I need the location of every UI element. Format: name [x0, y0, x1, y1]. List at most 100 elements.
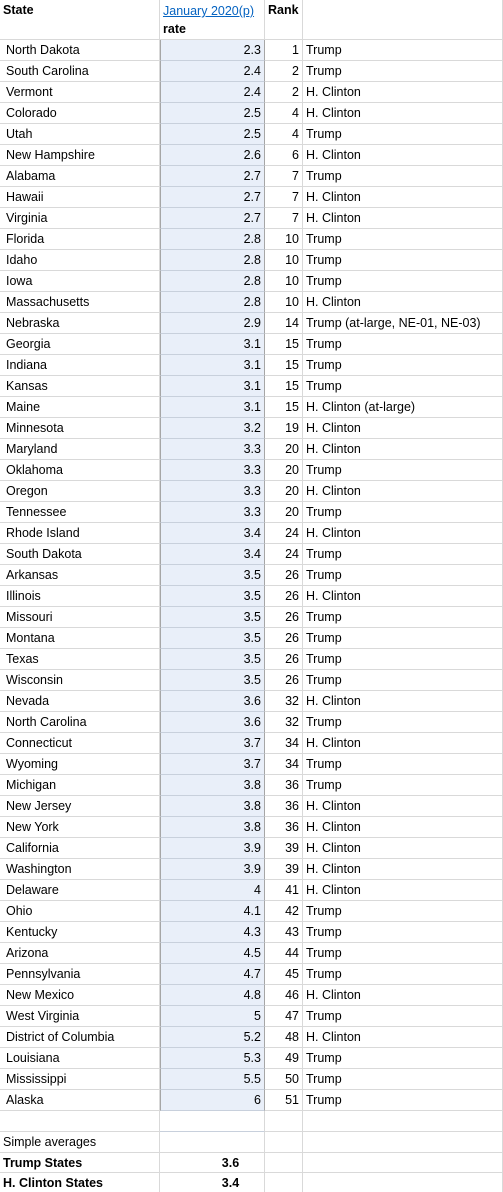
average-label: Trump States — [0, 1153, 160, 1173]
blank-cell — [160, 1111, 265, 1132]
rate-value: 3.8 — [160, 796, 265, 817]
state-name: Illinois — [0, 586, 160, 607]
state-name: Wisconsin — [0, 670, 160, 691]
state-name: Texas — [0, 649, 160, 670]
state-name: Louisiana — [0, 1048, 160, 1069]
blank-cell — [265, 1132, 303, 1153]
rank-value: 46 — [265, 985, 303, 1006]
rate-value: 2.3 — [160, 40, 265, 61]
header-rank: Rank — [265, 0, 303, 40]
rate-value: 2.5 — [160, 124, 265, 145]
rate-value: 2.8 — [160, 292, 265, 313]
state-name: Hawaii — [0, 187, 160, 208]
rank-value: 24 — [265, 544, 303, 565]
rate-value: 3.1 — [160, 334, 265, 355]
state-name: Colorado — [0, 103, 160, 124]
winner: H. Clinton — [303, 103, 503, 124]
rate-value: 5 — [160, 1006, 265, 1027]
winner: Trump — [303, 754, 503, 775]
winner: Trump — [303, 544, 503, 565]
winner: H. Clinton — [303, 733, 503, 754]
winner: Trump — [303, 166, 503, 187]
state-name: Florida — [0, 229, 160, 250]
state-name: Mississippi — [0, 1069, 160, 1090]
state-name: Iowa — [0, 271, 160, 292]
rank-value: 42 — [265, 901, 303, 922]
winner: Trump — [303, 649, 503, 670]
rank-value: 20 — [265, 439, 303, 460]
rank-value: 26 — [265, 586, 303, 607]
rate-value: 3.3 — [160, 481, 265, 502]
rank-value: 14 — [265, 313, 303, 334]
winner: Trump — [303, 334, 503, 355]
state-name: Virginia — [0, 208, 160, 229]
rank-value: 20 — [265, 502, 303, 523]
rank-value: 48 — [265, 1027, 303, 1048]
rank-value: 7 — [265, 187, 303, 208]
winner: Trump — [303, 607, 503, 628]
state-name: Maine — [0, 397, 160, 418]
winner: Trump — [303, 628, 503, 649]
rank-value: 26 — [265, 565, 303, 586]
winner: H. Clinton — [303, 691, 503, 712]
rank-value: 26 — [265, 670, 303, 691]
rank-value: 15 — [265, 334, 303, 355]
rank-value: 7 — [265, 208, 303, 229]
header-rate-top: January 2020(p) — [160, 0, 265, 20]
rank-value: 10 — [265, 250, 303, 271]
state-name: Washington — [0, 859, 160, 880]
state-name: Utah — [0, 124, 160, 145]
state-name: Ohio — [0, 901, 160, 922]
winner: Trump — [303, 124, 503, 145]
state-name: Kentucky — [0, 922, 160, 943]
winner: Trump — [303, 250, 503, 271]
state-name: Nebraska — [0, 313, 160, 334]
winner: Trump — [303, 712, 503, 733]
average-label: H. Clinton States — [0, 1173, 160, 1192]
state-name: Connecticut — [0, 733, 160, 754]
rank-value: 10 — [265, 229, 303, 250]
rate-value: 2.4 — [160, 61, 265, 82]
state-name: Maryland — [0, 439, 160, 460]
rate-value: 3.6 — [160, 691, 265, 712]
state-name: Oregon — [0, 481, 160, 502]
state-name: Delaware — [0, 880, 160, 901]
winner: Trump — [303, 901, 503, 922]
rank-value: 7 — [265, 166, 303, 187]
rate-value: 3.5 — [160, 649, 265, 670]
rank-value: 32 — [265, 712, 303, 733]
blank-cell — [265, 1173, 303, 1192]
rate-value: 2.8 — [160, 229, 265, 250]
winner: Trump — [303, 40, 503, 61]
rate-value: 3.3 — [160, 460, 265, 481]
rank-value: 36 — [265, 796, 303, 817]
winner: Trump — [303, 460, 503, 481]
rank-value: 4 — [265, 124, 303, 145]
rank-value: 4 — [265, 103, 303, 124]
rate-value: 2.9 — [160, 313, 265, 334]
rank-value: 20 — [265, 460, 303, 481]
winner: H. Clinton — [303, 859, 503, 880]
blank-cell — [303, 1173, 503, 1192]
state-name: New Mexico — [0, 985, 160, 1006]
state-name: Oklahoma — [0, 460, 160, 481]
rate-value: 3.9 — [160, 859, 265, 880]
rank-value: 32 — [265, 691, 303, 712]
winner: H. Clinton — [303, 187, 503, 208]
rate-value: 2.7 — [160, 166, 265, 187]
state-name: Indiana — [0, 355, 160, 376]
winner: Trump — [303, 1069, 503, 1090]
winner: Trump — [303, 964, 503, 985]
blank-cell — [303, 1153, 503, 1173]
rate-value: 6 — [160, 1090, 265, 1111]
blank-cell — [265, 1153, 303, 1173]
footer-label: Simple averages — [0, 1132, 160, 1153]
state-name: Wyoming — [0, 754, 160, 775]
rank-value: 45 — [265, 964, 303, 985]
state-name: Alabama — [0, 166, 160, 187]
rank-value: 15 — [265, 355, 303, 376]
rank-value: 49 — [265, 1048, 303, 1069]
blank-cell — [160, 1132, 265, 1153]
rank-value: 44 — [265, 943, 303, 964]
